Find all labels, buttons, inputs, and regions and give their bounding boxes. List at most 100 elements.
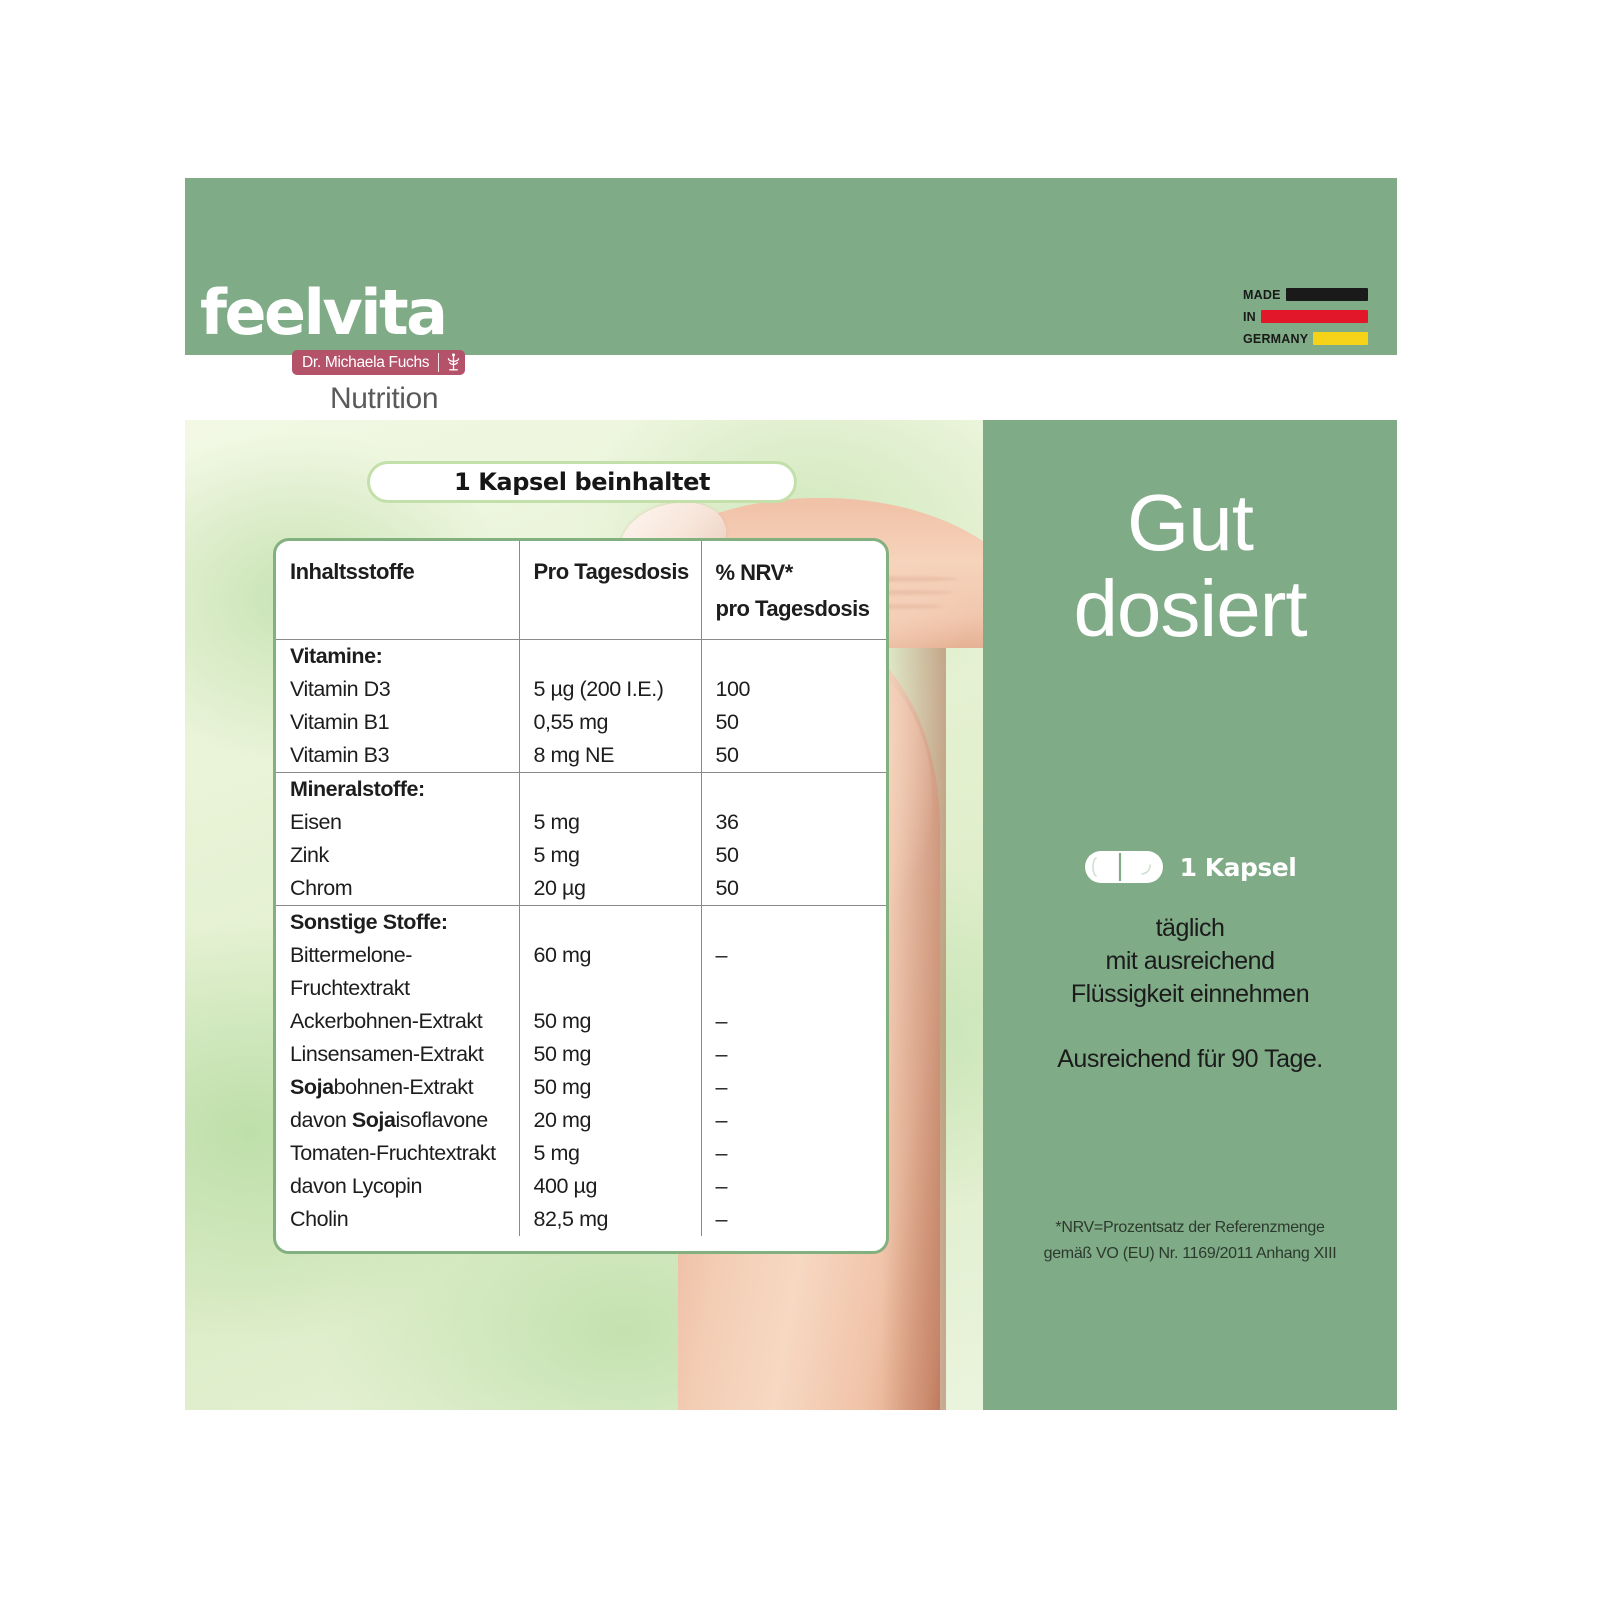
group-title-sonstige: Sonstige Stoffe: (276, 905, 519, 939)
row-dose: 5 mg (518, 806, 701, 839)
table-row: Chrom 20 µg 50 (276, 872, 886, 906)
table-row: Vitamin B1 0,55 mg 50 (276, 706, 886, 739)
made-row-in: IN (1243, 307, 1368, 326)
row-name: davon Sojaisoflavone (276, 1104, 519, 1137)
row-nrv: 50 (700, 872, 886, 906)
table-row: Cholin 82,5 mg – (276, 1203, 886, 1236)
header-band (185, 178, 1397, 355)
group-spacer (518, 639, 701, 673)
headline-line2: dosiert (1073, 564, 1307, 653)
table-row: Vitamin D3 5 µg (200 I.E.) 100 (276, 673, 886, 706)
row-dose: 82,5 mg (518, 1203, 701, 1236)
row-name: Linsensamen-Extrakt (290, 1042, 484, 1066)
germany-label: GERMANY (1243, 331, 1309, 346)
row-nrv: 50 (700, 839, 886, 872)
nutrition-table-card: Inhaltsstoffe Pro Tagesdosis % NRV* pro … (273, 538, 889, 1254)
capsule-contains-badge: 1 Kapsel beinhaltet (367, 461, 797, 503)
row-dose: 20 mg (518, 1104, 701, 1137)
row-name: Cholin (290, 1207, 349, 1231)
headline-line1: Gut (1127, 478, 1254, 567)
instruction-line3: Flüssigkeit einnehmen (1070, 980, 1310, 1008)
row-name: Eisen (290, 810, 342, 834)
brand-name: feelvita (200, 276, 448, 349)
made-row-germany: GERMANY (1243, 329, 1368, 348)
row-dose: 400 µg (518, 1170, 701, 1203)
row-name-bold: Soja (351, 1108, 396, 1132)
row-name: Sojabohnen-Extrakt (276, 1071, 519, 1104)
caduceus-icon (446, 353, 461, 372)
header-ingredients: Inhaltsstoffe (290, 559, 415, 584)
table-row: davon Sojaisoflavone 20 mg – (276, 1104, 886, 1137)
made-row-made: MADE (1243, 285, 1368, 304)
row-nrv: 100 (700, 673, 886, 706)
table-header-row: Inhaltsstoffe Pro Tagesdosis % NRV* pro … (276, 541, 886, 640)
group-title-vitamine: Vitamine: (276, 639, 519, 673)
headline: Gut dosiert (983, 480, 1397, 652)
brand-logo: feelvita Dr. Michaela Fuchs Nutrition (200, 282, 530, 422)
row-dose: 60 mg (518, 939, 701, 1005)
row-dose: 50 mg (518, 1071, 701, 1104)
row-name: Tomaten-Fruchtextrakt (290, 1141, 496, 1165)
table-row: davon Lycopin 400 µg – (276, 1170, 886, 1203)
group-header-row: Vitamine: (276, 639, 886, 673)
row-name: Vitamin B3 (290, 743, 390, 767)
dose-instruction: täglich mit ausreichend Flüssigkeit einn… (983, 912, 1397, 1011)
nrv-footnote-line1: *NRV=Prozentsatz der Referenzmenge (1055, 1219, 1325, 1236)
row-dose: 0,55 mg (518, 706, 701, 739)
group-spacer (700, 905, 886, 939)
row-dose: 50 mg (518, 1005, 701, 1038)
row-nrv: – (700, 1005, 886, 1038)
header-nrv-line2: pro Tagesdosis (715, 596, 870, 621)
table-row: Tomaten-Fruchtextrakt 5 mg – (276, 1137, 886, 1170)
group-spacer (700, 772, 886, 806)
row-name-rest: bohnen-Extrakt (333, 1075, 474, 1099)
duration-text: Ausreichend für 90 Tage. (1057, 1045, 1323, 1073)
row-dose: 5 mg (518, 1137, 701, 1170)
badge-divider (438, 353, 440, 372)
nrv-footnote: *NRV=Prozentsatz der Referenzmenge gemäß… (983, 1215, 1397, 1267)
row-nrv: – (700, 1071, 886, 1104)
row-name-rest: isoflavone (395, 1108, 488, 1132)
instruction-line1: täglich (1155, 914, 1225, 942)
doctor-badge: Dr. Michaela Fuchs (292, 350, 466, 375)
row-dose: 5 mg (518, 839, 701, 872)
row-nrv: – (700, 1038, 886, 1071)
row-name: Vitamin B1 (290, 710, 390, 734)
nrv-footnote-line2: gemäß VO (EU) Nr. 1169/2011 Anhang XIII (1043, 1245, 1337, 1262)
group-spacer (518, 905, 701, 939)
row-name: Bittermelone-Fruchtextrakt (290, 943, 413, 1000)
row-nrv: – (700, 1170, 886, 1203)
made-label: MADE (1243, 287, 1281, 302)
row-name: davon Lycopin (290, 1174, 423, 1198)
group-spacer (518, 772, 701, 806)
group-header-row: Mineralstoffe: (276, 772, 886, 806)
right-panel: Gut dosiert 1 Kapsel täglich mit ausreic… (983, 420, 1397, 1410)
table-row: Vitamin B3 8 mg NE 50 (276, 739, 886, 773)
in-label: IN (1243, 309, 1256, 324)
row-nrv: 50 (700, 739, 886, 773)
header-dose: Pro Tagesdosis (518, 541, 701, 640)
row-nrv: – (700, 1137, 886, 1170)
row-name-bold: Soja (290, 1075, 334, 1099)
row-name: Vitamin D3 (290, 677, 391, 701)
group-header-row: Sonstige Stoffe: (276, 905, 886, 939)
flag-bar-black (1285, 288, 1368, 301)
row-nrv: 50 (700, 706, 886, 739)
dose-label: 1 Kapsel (1179, 852, 1297, 882)
made-in-germany-badge: MADE IN GERMANY (1243, 285, 1368, 349)
flag-bar-red (1260, 310, 1368, 323)
table-row: Sojabohnen-Extrakt 50 mg – (276, 1071, 886, 1104)
instruction-line2: mit ausreichend (1105, 947, 1275, 975)
capsule-icon (1084, 850, 1164, 884)
header-nrv: % NRV* pro Tagesdosis (700, 541, 886, 640)
header-nrv-line1: % NRV* (715, 560, 794, 585)
row-name: Zink (290, 843, 329, 867)
group-spacer (700, 639, 886, 673)
row-nrv: – (700, 939, 886, 1005)
doctor-name: Dr. Michaela Fuchs (302, 353, 430, 371)
row-name: Chrom (290, 876, 353, 900)
dose-row: 1 Kapsel (983, 850, 1397, 884)
nutrition-table: Inhaltsstoffe Pro Tagesdosis % NRV* pro … (276, 541, 886, 1236)
table-row: Ackerbohnen-Extrakt 50 mg – (276, 1005, 886, 1038)
flag-bar-gold (1313, 332, 1368, 345)
